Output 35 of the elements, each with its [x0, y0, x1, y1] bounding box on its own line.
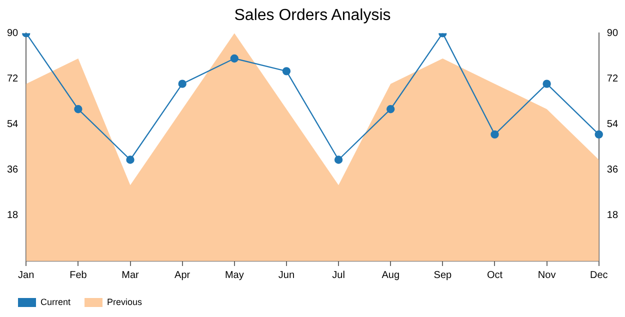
- point: [542, 80, 551, 88]
- x-tick-label: Jun: [278, 270, 295, 281]
- point: [334, 156, 343, 164]
- y-tick-label: 18: [7, 210, 19, 222]
- y2-tick-label: 36: [606, 164, 618, 176]
- point: [126, 156, 134, 164]
- point: [282, 67, 291, 76]
- y-tick-label: 90: [7, 28, 19, 39]
- x-tick-label: Jan: [18, 270, 34, 281]
- legend-label: Current: [40, 296, 72, 307]
- y2-tick-label: 54: [606, 119, 618, 130]
- y2-tick-label: 18: [606, 210, 618, 222]
- chart-title: Sales Orders Analysis: [234, 7, 391, 24]
- x-tick-label: Dec: [590, 270, 608, 281]
- y-tick-label: 54: [7, 119, 19, 130]
- x-tick-label: Mar: [122, 270, 140, 281]
- point: [178, 80, 186, 88]
- x-tick-label: Feb: [70, 270, 88, 281]
- x-tick-label: Aug: [382, 270, 400, 281]
- point: [594, 130, 603, 139]
- point: [74, 105, 82, 114]
- x-tick-label: Jul: [332, 270, 345, 281]
- x-tick-label: May: [224, 270, 244, 281]
- y2-tick-label: 90: [606, 28, 618, 39]
- y2-tick-label: 72: [606, 74, 618, 85]
- x-tick-label: Oct: [486, 270, 503, 281]
- point: [386, 105, 395, 114]
- y-tick-label: 36: [7, 164, 19, 176]
- point: [230, 54, 238, 63]
- x-tick-label: Nov: [538, 270, 556, 281]
- legend-label: Previous: [107, 296, 143, 307]
- y-tick-label: 72: [7, 74, 19, 85]
- x-tick-label: Sep: [434, 270, 452, 281]
- point: [490, 130, 499, 139]
- x-tick-label: Apr: [174, 270, 191, 281]
